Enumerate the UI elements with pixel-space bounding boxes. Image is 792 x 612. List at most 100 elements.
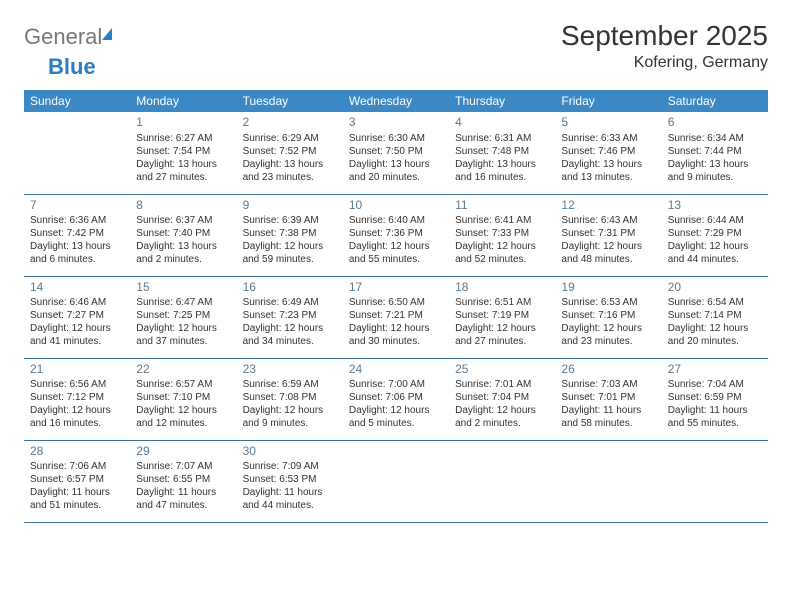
day-info-line: and 9 minutes. <box>668 171 762 184</box>
day-info-line: Daylight: 13 hours <box>136 158 230 171</box>
calendar-cell <box>343 440 449 522</box>
day-number: 20 <box>668 280 762 296</box>
calendar-row: 28Sunrise: 7:06 AMSunset: 6:57 PMDayligh… <box>24 440 768 522</box>
day-info-line: Sunset: 7:31 PM <box>561 227 655 240</box>
weekday-header: Monday <box>130 90 236 112</box>
calendar-cell: 1Sunrise: 6:27 AMSunset: 7:54 PMDaylight… <box>130 112 236 194</box>
calendar-cell: 10Sunrise: 6:40 AMSunset: 7:36 PMDayligh… <box>343 194 449 276</box>
day-number: 18 <box>455 280 549 296</box>
day-info-line: and 5 minutes. <box>349 417 443 430</box>
calendar-cell: 15Sunrise: 6:47 AMSunset: 7:25 PMDayligh… <box>130 276 236 358</box>
calendar-cell: 2Sunrise: 6:29 AMSunset: 7:52 PMDaylight… <box>237 112 343 194</box>
day-number: 25 <box>455 362 549 378</box>
day-info-line: Sunset: 7:25 PM <box>136 309 230 322</box>
calendar-cell: 27Sunrise: 7:04 AMSunset: 6:59 PMDayligh… <box>662 358 768 440</box>
day-number: 27 <box>668 362 762 378</box>
day-info-line: and 41 minutes. <box>30 335 124 348</box>
calendar-cell <box>662 440 768 522</box>
weekday-header: Thursday <box>449 90 555 112</box>
day-number: 29 <box>136 444 230 460</box>
day-info-line: Daylight: 12 hours <box>668 322 762 335</box>
calendar-cell: 8Sunrise: 6:37 AMSunset: 7:40 PMDaylight… <box>130 194 236 276</box>
day-info-line: Sunrise: 6:56 AM <box>30 378 124 391</box>
day-info-line: Daylight: 13 hours <box>349 158 443 171</box>
day-number: 22 <box>136 362 230 378</box>
calendar-cell: 11Sunrise: 6:41 AMSunset: 7:33 PMDayligh… <box>449 194 555 276</box>
calendar-row: 1Sunrise: 6:27 AMSunset: 7:54 PMDaylight… <box>24 112 768 194</box>
day-info-line: Sunrise: 6:40 AM <box>349 214 443 227</box>
calendar-cell: 13Sunrise: 6:44 AMSunset: 7:29 PMDayligh… <box>662 194 768 276</box>
day-info-line: Sunset: 6:59 PM <box>668 391 762 404</box>
day-info-line: and 13 minutes. <box>561 171 655 184</box>
day-info-line: and 44 minutes. <box>668 253 762 266</box>
day-info-line: Sunset: 7:29 PM <box>668 227 762 240</box>
day-number: 28 <box>30 444 124 460</box>
day-info-line: and 44 minutes. <box>243 499 337 512</box>
day-info-line: Sunset: 7:08 PM <box>243 391 337 404</box>
day-info-line: Sunrise: 6:47 AM <box>136 296 230 309</box>
day-info-line: Daylight: 13 hours <box>30 240 124 253</box>
day-info-line: and 51 minutes. <box>30 499 124 512</box>
day-info-line: Daylight: 12 hours <box>243 240 337 253</box>
day-number: 2 <box>243 115 337 131</box>
day-info-line: and 9 minutes. <box>243 417 337 430</box>
calendar-cell: 23Sunrise: 6:59 AMSunset: 7:08 PMDayligh… <box>237 358 343 440</box>
day-info-line: Sunrise: 6:54 AM <box>668 296 762 309</box>
day-number: 6 <box>668 115 762 131</box>
day-info-line: Sunrise: 6:57 AM <box>136 378 230 391</box>
day-info-line: Sunrise: 6:53 AM <box>561 296 655 309</box>
day-info-line: and 20 minutes. <box>668 335 762 348</box>
day-info-line: and 6 minutes. <box>30 253 124 266</box>
day-info-line: Sunset: 7:38 PM <box>243 227 337 240</box>
day-info-line: Daylight: 12 hours <box>136 404 230 417</box>
day-info-line: Sunset: 7:12 PM <box>30 391 124 404</box>
day-number: 17 <box>349 280 443 296</box>
day-info-line: Daylight: 12 hours <box>30 404 124 417</box>
day-number: 23 <box>243 362 337 378</box>
day-info-line: Sunrise: 7:04 AM <box>668 378 762 391</box>
calendar-cell: 28Sunrise: 7:06 AMSunset: 6:57 PMDayligh… <box>24 440 130 522</box>
day-info-line: Sunrise: 7:09 AM <box>243 460 337 473</box>
day-info-line: Sunrise: 6:49 AM <box>243 296 337 309</box>
calendar-body: 1Sunrise: 6:27 AMSunset: 7:54 PMDaylight… <box>24 112 768 522</box>
day-info-line: and 20 minutes. <box>349 171 443 184</box>
day-number: 8 <box>136 198 230 214</box>
day-info-line: Sunset: 7:27 PM <box>30 309 124 322</box>
day-info-line: Sunset: 7:04 PM <box>455 391 549 404</box>
weekday-header: Saturday <box>662 90 768 112</box>
logo-triangle-icon <box>102 28 112 40</box>
day-info-line: Sunrise: 6:43 AM <box>561 214 655 227</box>
day-info-line: Daylight: 12 hours <box>243 404 337 417</box>
day-info-line: Sunset: 7:50 PM <box>349 145 443 158</box>
day-info-line: Sunrise: 6:30 AM <box>349 132 443 145</box>
day-number: 11 <box>455 198 549 214</box>
weekday-header: Sunday <box>24 90 130 112</box>
day-info-line: Daylight: 13 hours <box>561 158 655 171</box>
day-number: 21 <box>30 362 124 378</box>
day-info-line: Sunrise: 6:29 AM <box>243 132 337 145</box>
calendar-cell: 26Sunrise: 7:03 AMSunset: 7:01 PMDayligh… <box>555 358 661 440</box>
day-number: 9 <box>243 198 337 214</box>
day-info-line: and 12 minutes. <box>136 417 230 430</box>
day-number: 7 <box>30 198 124 214</box>
day-info-line: and 55 minutes. <box>349 253 443 266</box>
calendar-cell: 5Sunrise: 6:33 AMSunset: 7:46 PMDaylight… <box>555 112 661 194</box>
calendar-cell: 3Sunrise: 6:30 AMSunset: 7:50 PMDaylight… <box>343 112 449 194</box>
day-info-line: Sunrise: 6:27 AM <box>136 132 230 145</box>
day-info-line: and 37 minutes. <box>136 335 230 348</box>
day-info-line: and 47 minutes. <box>136 499 230 512</box>
day-info-line: and 34 minutes. <box>243 335 337 348</box>
day-info-line: Daylight: 12 hours <box>30 322 124 335</box>
day-info-line: Sunrise: 6:31 AM <box>455 132 549 145</box>
day-info-line: and 16 minutes. <box>30 417 124 430</box>
day-info-line: and 16 minutes. <box>455 171 549 184</box>
day-info-line: and 23 minutes. <box>243 171 337 184</box>
day-info-line: Sunset: 7:54 PM <box>136 145 230 158</box>
day-info-line: Sunset: 7:06 PM <box>349 391 443 404</box>
day-number: 15 <box>136 280 230 296</box>
day-info-line: Daylight: 12 hours <box>349 240 443 253</box>
day-info-line: Sunset: 7:23 PM <box>243 309 337 322</box>
day-info-line: Daylight: 12 hours <box>455 404 549 417</box>
calendar-cell: 12Sunrise: 6:43 AMSunset: 7:31 PMDayligh… <box>555 194 661 276</box>
day-info-line: Sunset: 7:10 PM <box>136 391 230 404</box>
